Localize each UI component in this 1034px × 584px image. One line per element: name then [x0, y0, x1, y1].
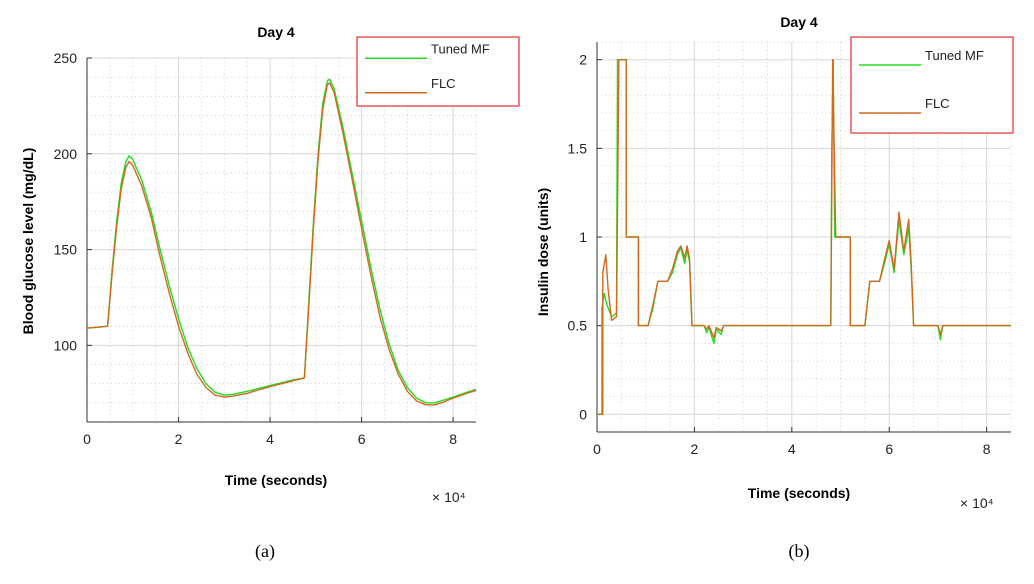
chart-panel-b: Day 4 0 2 4 6 8 0 0.5 1 1.5 2 Tuned MF FLC Time (se…	[535, 14, 1014, 562]
x-tick-label: 8	[449, 431, 457, 447]
x-tick-label: 2	[175, 431, 183, 447]
series-line-tuned-mf	[86, 78, 477, 404]
y-tick-label: 1	[579, 229, 587, 245]
panel-a-title: Day 4	[257, 24, 295, 40]
x-tick-label: 6	[885, 441, 893, 457]
legend: Tuned MF FLC	[356, 36, 520, 107]
legend-label: Tuned MF	[431, 41, 490, 56]
legend-label: FLC	[431, 76, 456, 91]
legend: Tuned MF FLC	[850, 36, 1014, 134]
y-tick-label: 2	[579, 52, 587, 68]
legend-box	[850, 36, 1014, 134]
panel-b-xlabel: Time (seconds)	[748, 485, 850, 501]
panel-b-caption: (b)	[789, 541, 810, 562]
x-tick-label: 0	[83, 431, 91, 447]
x-tick-label: 4	[788, 441, 796, 457]
y-tick-label: 250	[54, 50, 78, 66]
x-tick-label: 8	[983, 441, 991, 457]
series-line-flc	[86, 82, 477, 406]
panel-b-x-multiplier: × 10⁴	[960, 495, 994, 511]
panel-a-ylabel: Blood glucose level (mg/dL)	[20, 148, 36, 335]
y-tick-label: 150	[54, 242, 78, 258]
x-tick-label: 6	[358, 431, 366, 447]
y-tick-label: 100	[54, 337, 78, 353]
x-tick-label: 0	[593, 441, 601, 457]
panel-b-ylabel: Insulin dose (units)	[535, 188, 551, 316]
y-tick-label: 200	[54, 146, 78, 162]
y-tick-label: 1.5	[568, 140, 588, 156]
y-tick-label: 0	[579, 406, 587, 422]
legend-box	[356, 36, 520, 107]
panel-a-caption: (a)	[255, 541, 275, 562]
panel-a-xlabel: Time (seconds)	[225, 472, 327, 488]
legend-label: Tuned MF	[925, 48, 984, 63]
plot-area-a: 0 2 4 6 8 100 150 200 250 Tuned MF FLC	[54, 36, 520, 447]
y-tick-label: 0.5	[568, 318, 588, 334]
panel-a-x-multiplier: × 10⁴	[432, 489, 466, 505]
series-line-flc	[597, 59, 1011, 415]
legend-label: FLC	[925, 96, 950, 111]
x-tick-label: 4	[266, 431, 274, 447]
chart-panel-a: Day 4 0 2 4 6 8 100 150 200 250 Tuned MF FLC Time …	[20, 24, 520, 562]
x-tick-label: 2	[691, 441, 699, 457]
panel-b-title: Day 4	[780, 14, 818, 30]
plot-area-b: 0 2 4 6 8 0 0.5 1 1.5 2 Tuned MF FLC	[568, 36, 1014, 457]
